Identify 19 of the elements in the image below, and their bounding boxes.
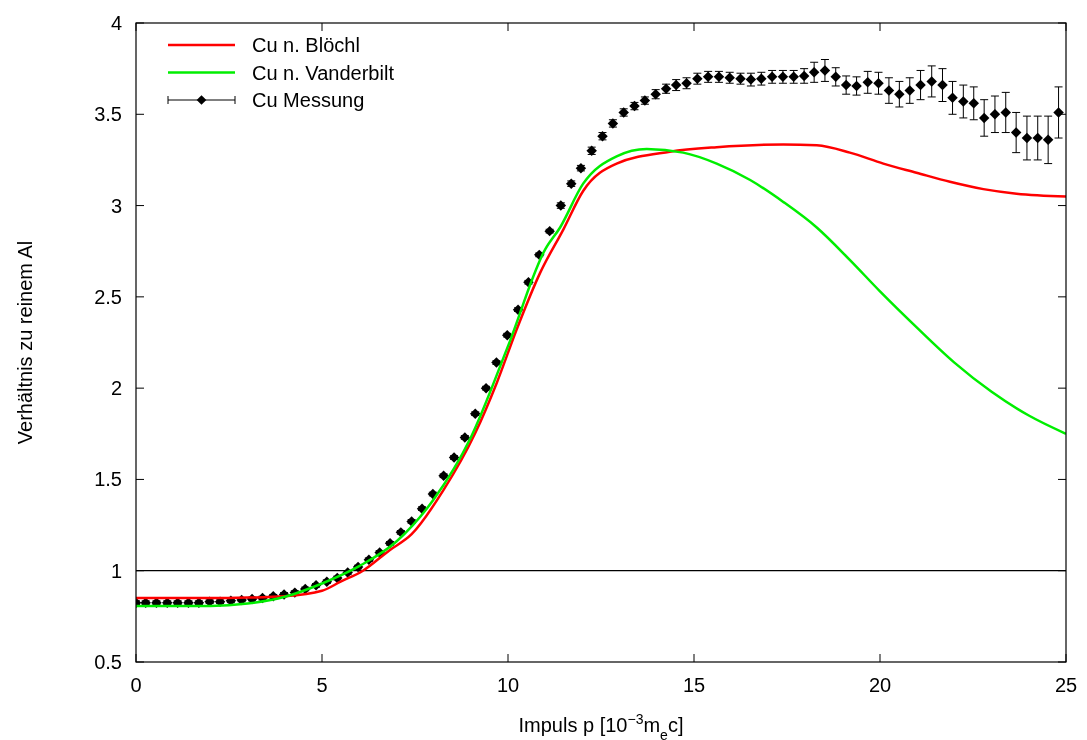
y-tick-label: 3	[110, 194, 122, 217]
x-tick-label: 5	[316, 674, 328, 696]
x-tick-label: 0	[130, 674, 142, 696]
y-tick-label: 2	[110, 377, 122, 400]
legend-label: Cu n. Blöchl	[252, 34, 360, 56]
x-axis-title: Impuls p [10$^{−3}$m$_{e}$c]	[518, 711, 684, 740]
y-axis-title: Verhältnis zu reinem Al	[14, 240, 36, 445]
y-tick-label: 0.5	[94, 651, 122, 673]
x-tick-label: 20	[868, 674, 892, 696]
legend-label: Cu n. Vanderbilt	[252, 61, 395, 84]
y-tick-label: 2.5	[94, 285, 122, 308]
x-tick-label: 10	[496, 674, 520, 696]
legend-label: Cu Messung	[252, 89, 365, 111]
y-tick-label: 1	[110, 559, 122, 582]
x-tick-label: 15	[682, 674, 706, 696]
x-tick-label: 25	[1054, 674, 1078, 696]
y-tick-label: 4	[110, 12, 122, 34]
y-tick-label: 3.5	[94, 103, 122, 126]
y-tick-label: 1.5	[94, 468, 122, 491]
